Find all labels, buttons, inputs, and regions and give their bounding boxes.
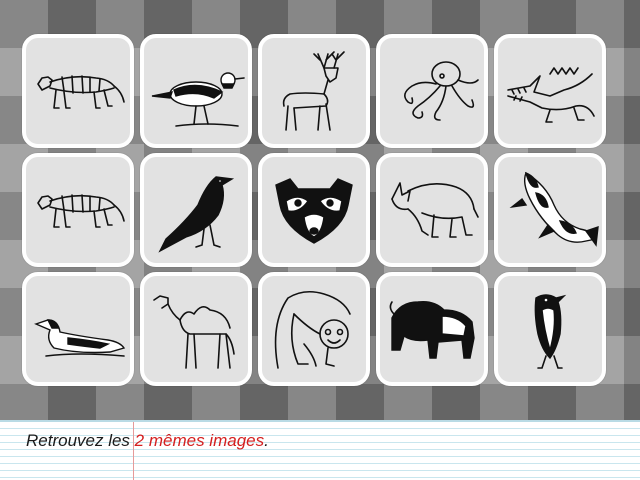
bison-icon bbox=[389, 300, 475, 359]
instruction-bar: Retrouvez les 2 mêmes images. bbox=[0, 420, 640, 480]
octopus-icon bbox=[404, 61, 479, 121]
loon-icon bbox=[34, 319, 126, 357]
crow-icon bbox=[158, 176, 235, 253]
card-raccoon[interactable] bbox=[258, 153, 370, 267]
card-bison[interactable] bbox=[376, 272, 488, 386]
notebook-margin-line bbox=[133, 422, 134, 480]
card-crocodile[interactable] bbox=[494, 34, 606, 148]
instruction-text: Retrouvez les 2 mêmes images. bbox=[26, 431, 269, 451]
penguin-icon bbox=[534, 294, 567, 369]
koi-fish-icon bbox=[509, 171, 599, 247]
card-koi-fish[interactable] bbox=[494, 153, 606, 267]
card-penguin[interactable] bbox=[494, 272, 606, 386]
card-tiger[interactable] bbox=[22, 153, 134, 267]
deer-icon bbox=[282, 51, 345, 131]
instruction-suffix: . bbox=[264, 431, 269, 450]
instruction-prefix: Retrouvez les bbox=[26, 431, 135, 450]
game-board bbox=[22, 34, 606, 386]
card-crow[interactable] bbox=[140, 153, 252, 267]
rhinoceros-icon bbox=[391, 182, 479, 238]
raccoon-icon bbox=[275, 178, 353, 244]
card-grid bbox=[22, 34, 606, 386]
tiger-icon bbox=[37, 194, 125, 228]
card-tiger[interactable] bbox=[22, 34, 134, 148]
instruction-highlight: 2 mêmes images bbox=[134, 431, 265, 450]
card-loon[interactable] bbox=[22, 272, 134, 386]
crocodile-icon bbox=[507, 67, 595, 123]
camel-icon bbox=[153, 295, 235, 369]
card-octopus[interactable] bbox=[376, 34, 488, 148]
card-deer[interactable] bbox=[258, 34, 370, 148]
card-plover[interactable] bbox=[140, 34, 252, 148]
card-camel[interactable] bbox=[140, 272, 252, 386]
card-monkey[interactable] bbox=[258, 272, 370, 386]
monkey-icon bbox=[274, 290, 351, 369]
plover-icon bbox=[151, 72, 245, 127]
tiger-icon bbox=[37, 75, 125, 109]
card-rhinoceros[interactable] bbox=[376, 153, 488, 267]
